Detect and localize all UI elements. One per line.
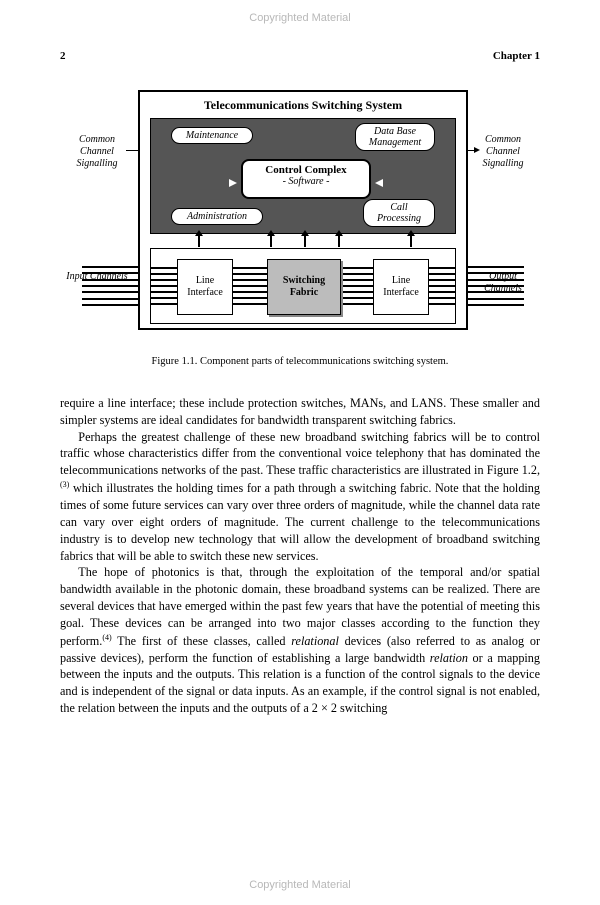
body-text: require a line interface; these include … [60, 395, 540, 717]
switching-fabric-box: Switching Fabric [267, 259, 341, 315]
label-ccs-right: Common Channel Signalling [472, 134, 534, 170]
p3-part-b: The first of these classes, called [112, 634, 292, 648]
figure-1-1: Common Channel Signalling Common Channel… [72, 86, 528, 367]
bus-lines-right [466, 266, 524, 306]
watermark-bottom: Copyrighted Material [0, 879, 600, 891]
switching-layer: Line Interface Switching Fabric Line Int… [150, 248, 456, 324]
control-complex-title: Control Complex [243, 164, 369, 176]
vconnector [198, 235, 200, 247]
paragraph-2: Perhaps the greatest challenge of these … [60, 429, 540, 565]
pill-call-processing: Call Processing [363, 199, 435, 227]
p2-part-b: which illustrates the holding times for … [60, 481, 540, 562]
p3-italic-2: relation [430, 651, 468, 665]
page-content: 2 Chapter 1 Common Channel Signalling Co… [60, 50, 540, 855]
control-complex-center: Control Complex - Software - [241, 159, 371, 199]
vconnector [270, 235, 272, 247]
bus-lines-left [82, 266, 140, 306]
system-title: Telecommunications Switching System [140, 98, 466, 113]
system-outer-box: Telecommunications Switching System Main… [138, 90, 468, 330]
line-interface-left: Line Interface [177, 259, 233, 315]
chapter-label: Chapter 1 [493, 50, 540, 62]
control-complex-box: Maintenance Data Base Management Adminis… [150, 118, 456, 234]
pill-database: Data Base Management [355, 123, 435, 151]
paragraph-1: require a line interface; these include … [60, 395, 540, 429]
page-number: 2 [60, 50, 66, 62]
pill-maintenance: Maintenance [171, 127, 253, 144]
cc-arrow-left-icon [229, 179, 237, 187]
p2-part-a: Perhaps the greatest challenge of these … [60, 430, 540, 478]
pill-administration: Administration [171, 208, 263, 225]
figure-caption: Figure 1.1. Component parts of telecommu… [72, 356, 528, 367]
vconnector [338, 235, 340, 247]
page-header: 2 Chapter 1 [60, 50, 540, 62]
vconnector [304, 235, 306, 247]
paragraph-3: The hope of photonics is that, through t… [60, 564, 540, 717]
line-interface-right: Line Interface [373, 259, 429, 315]
p3-citation: (4) [102, 633, 111, 642]
p2-citation: (3) [60, 480, 69, 489]
vconnector [410, 235, 412, 247]
p3-italic-1: relational [291, 634, 339, 648]
label-ccs-left: Common Channel Signalling [66, 134, 128, 170]
cc-arrow-right-icon [375, 179, 383, 187]
watermark-top: Copyrighted Material [0, 12, 600, 24]
control-complex-subtitle: - Software - [243, 176, 369, 187]
